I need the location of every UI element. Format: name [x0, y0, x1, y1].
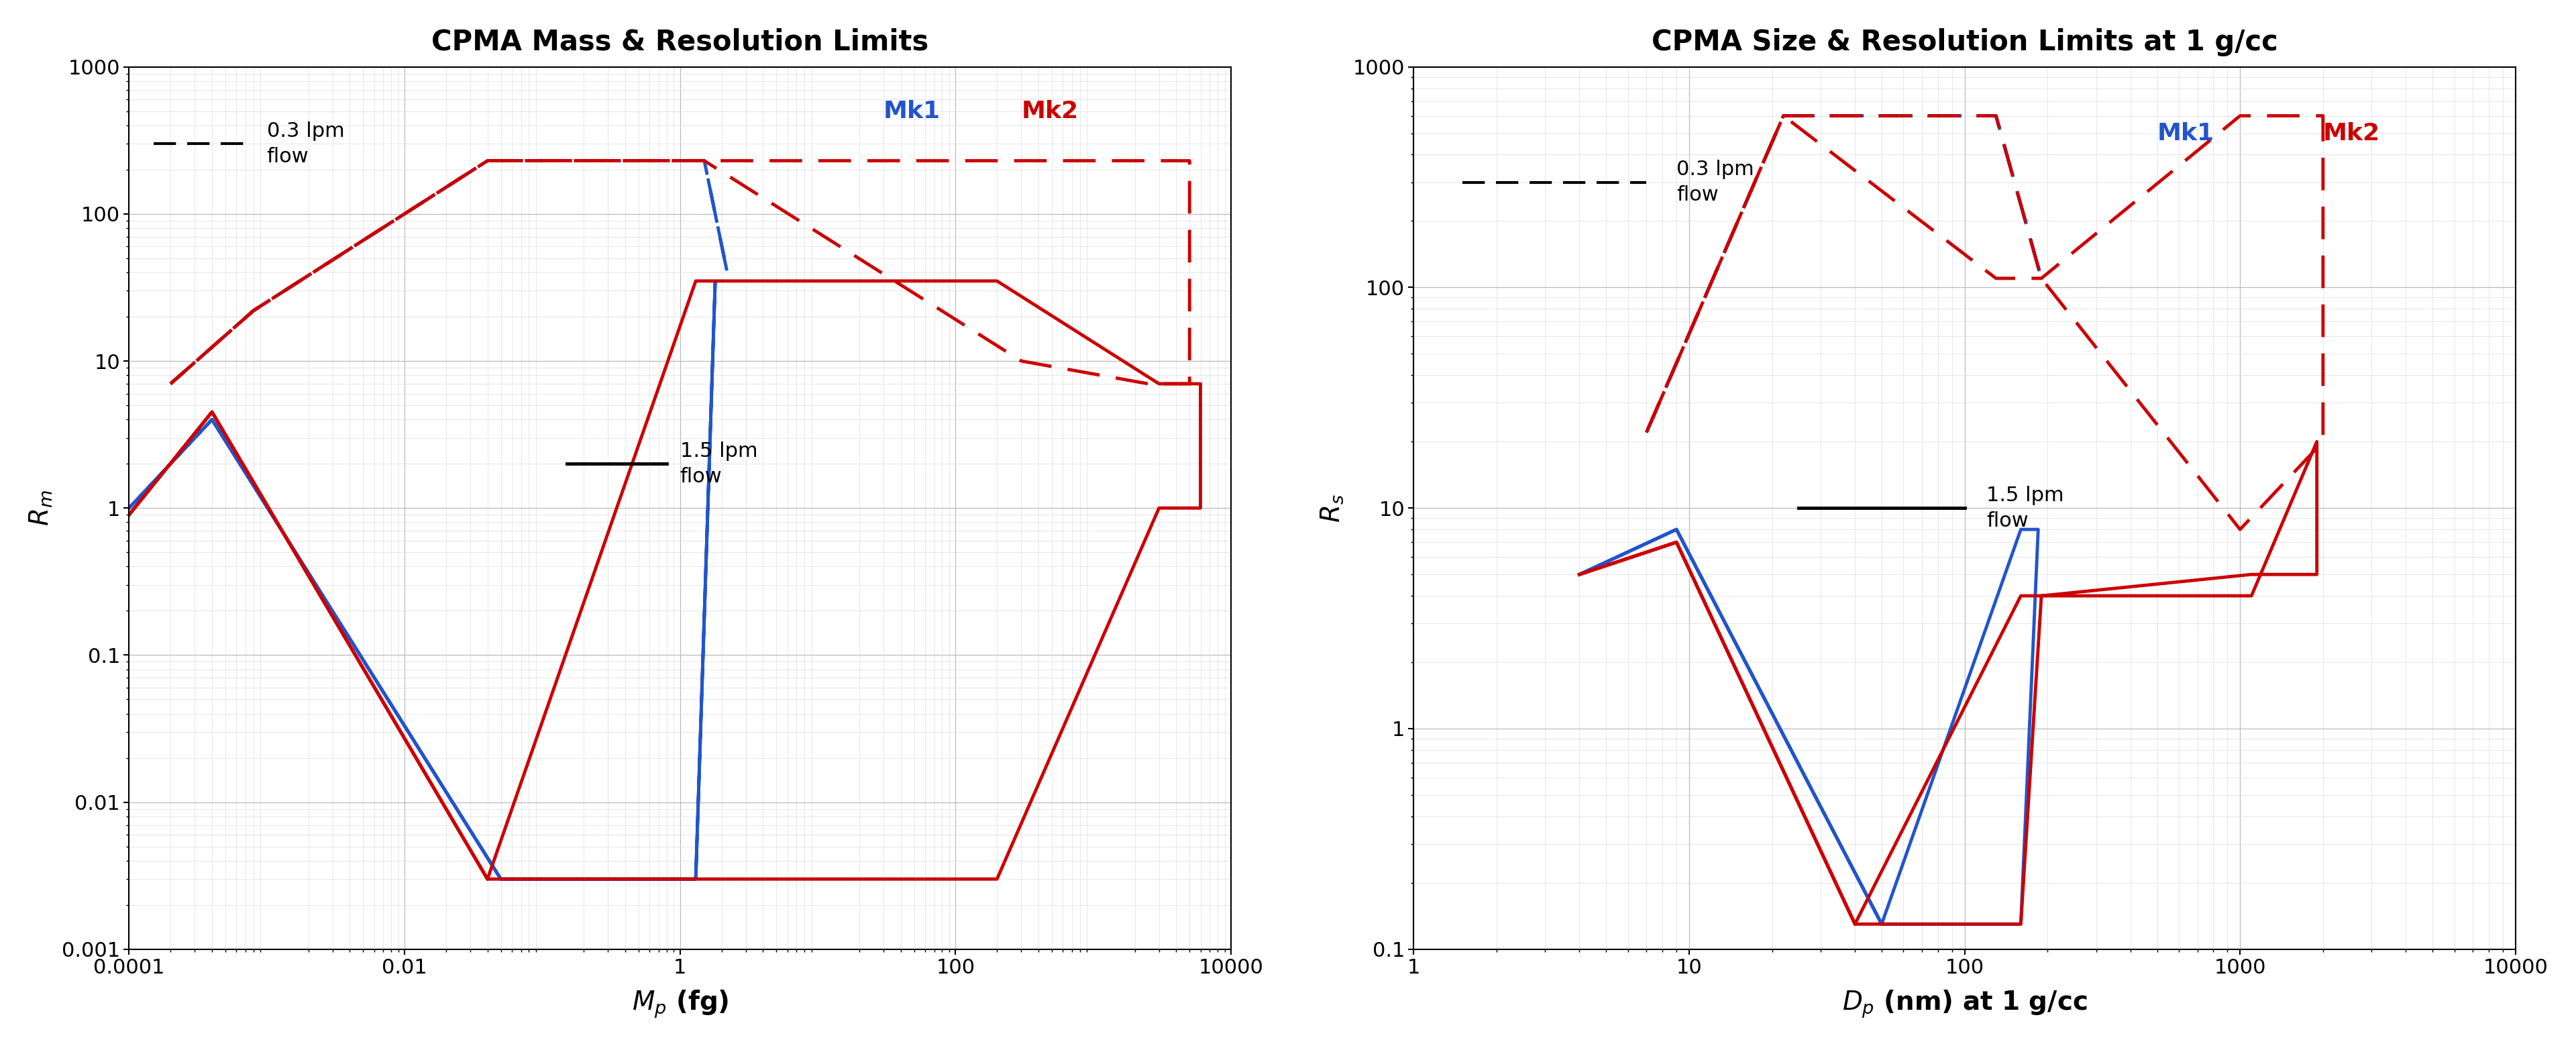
X-axis label: $M_p$ (fg): $M_p$ (fg): [631, 988, 729, 1020]
Text: 0.3 lpm
flow: 0.3 lpm flow: [268, 122, 345, 167]
Title: CPMA Size & Resolution Limits at 1 g/cc: CPMA Size & Resolution Limits at 1 g/cc: [1651, 28, 2277, 57]
Text: Mk1: Mk1: [2156, 122, 2215, 145]
Title: CPMA Mass & Resolution Limits: CPMA Mass & Resolution Limits: [430, 28, 930, 57]
Y-axis label: $R_s$: $R_s$: [1319, 494, 1345, 522]
Text: Mk2: Mk2: [1020, 100, 1079, 123]
X-axis label: $D_p$ (nm) at 1 g/cc: $D_p$ (nm) at 1 g/cc: [1842, 988, 2087, 1020]
Y-axis label: $R_m$: $R_m$: [28, 490, 54, 526]
Text: Mk1: Mk1: [884, 100, 940, 123]
Text: 1.5 lpm
flow: 1.5 lpm flow: [1986, 485, 2063, 530]
Text: 0.3 lpm
flow: 0.3 lpm flow: [1677, 159, 1754, 204]
Text: 1.5 lpm
flow: 1.5 lpm flow: [680, 441, 757, 486]
Text: Mk2: Mk2: [2324, 122, 2380, 145]
